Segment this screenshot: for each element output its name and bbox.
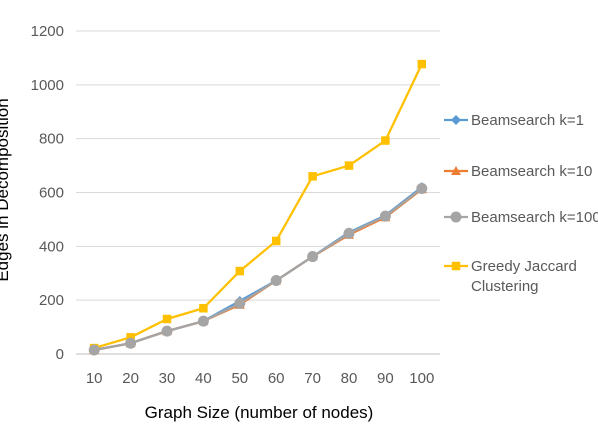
x-axis-ticks: 10 20 30 40 50 60 70 80 90 100 [86,370,434,387]
y-tick-label: 400 [39,238,64,255]
gridlines [76,30,440,301]
data-point [451,166,461,175]
y-tick-label: 0 [56,346,64,363]
x-tick-label: 40 [195,370,212,387]
data-point [197,315,209,327]
series-line [93,63,423,350]
x-tick-label: 90 [377,370,394,387]
x-tick-label: 30 [159,370,176,387]
series-line [93,186,423,352]
data-point [450,211,462,223]
legend-label: Beamsearch k=100 [471,209,598,226]
legend-item: Greedy Jaccard Clustering [444,258,577,295]
y-tick-label: 200 [39,292,64,309]
series-beamsearch-k-1 [89,182,427,355]
data-point [125,337,137,349]
series-beamsearch-k-10 [89,184,427,354]
x-tick-label: 100 [409,370,434,387]
x-tick-label: 50 [231,370,248,387]
data-point [307,251,319,263]
y-tick-label: 1200 [31,23,64,40]
data-point [344,161,354,170]
y-tick-label: 800 [39,131,64,148]
data-point [451,115,461,125]
legend-item: Beamsearch k=1 [444,112,584,129]
x-tick-label: 70 [304,370,321,387]
data-point [234,297,246,309]
legend-label: Beamsearch k=1 [471,112,584,129]
data-point [417,59,427,69]
data-point [235,266,245,276]
x-tick-label: 60 [268,370,285,387]
series-line [93,187,423,352]
data-point [416,182,428,194]
data-point [88,344,100,356]
data-point [161,325,173,337]
data-point [343,227,355,239]
data-point [379,210,391,222]
y-tick-label: 600 [39,185,64,202]
y-axis-title: Edges in Decomposition [0,98,12,281]
legend-label: Beamsearch k=10 [471,163,592,180]
legend-label: Greedy Jaccard Clustering [471,258,577,295]
x-tick-label: 10 [86,370,103,387]
legend: Beamsearch k=1 Beamsearch k=10 Beamsearch … [444,112,598,295]
data-point [271,236,281,246]
legend-item: Beamsearch k=100 [444,209,598,226]
y-axis-ticks: 0 200 400 600 800 1000 1200 [31,23,64,363]
series-line [93,188,423,352]
series-greedy-jaccard-clustering [89,59,427,353]
data-point [381,136,390,145]
data-point [126,333,135,342]
x-axis-title: Graph Size (number of nodes) [145,403,374,422]
data-point [270,275,282,287]
data-point [308,172,317,181]
x-tick-label: 20 [122,370,139,387]
series-beamsearch-k-100 [88,182,428,356]
data-point [199,303,208,313]
data-point [451,261,461,271]
x-tick-label: 80 [341,370,358,387]
data-point [162,314,172,324]
series-layer [88,59,428,356]
legend-item: Beamsearch k=10 [444,163,592,180]
y-tick-label: 1000 [31,77,64,94]
